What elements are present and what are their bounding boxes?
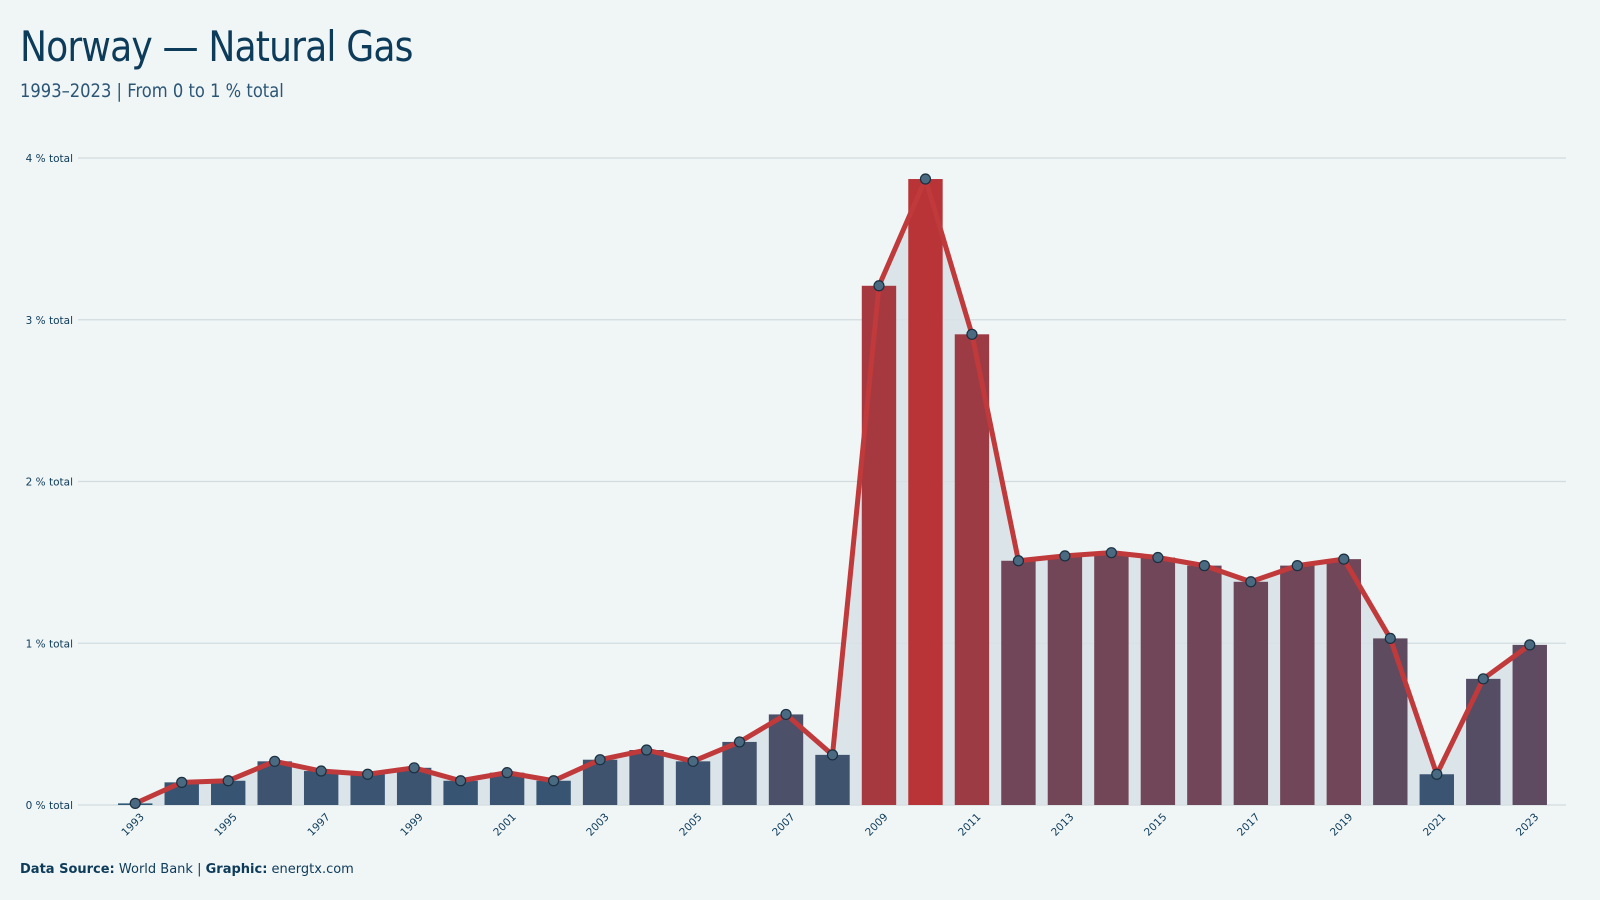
bar-2007 bbox=[768, 714, 804, 805]
bar-2010 bbox=[908, 179, 943, 806]
bar-2019 bbox=[1326, 559, 1362, 805]
point-2007 bbox=[780, 708, 792, 721]
bar-2014 bbox=[1094, 552, 1129, 805]
area-fill bbox=[135, 179, 1530, 806]
point-2003 bbox=[594, 754, 606, 766]
point-2015 bbox=[1152, 551, 1164, 564]
point-2021 bbox=[1431, 768, 1443, 780]
x-tick-label: 2007 bbox=[770, 811, 797, 838]
area-shape bbox=[135, 179, 1530, 806]
point-1995 bbox=[222, 775, 234, 787]
bar-2009 bbox=[861, 285, 897, 806]
point-2008 bbox=[826, 749, 839, 761]
x-tick-label: 2011 bbox=[956, 811, 983, 838]
points bbox=[129, 173, 1536, 809]
point-2012 bbox=[1012, 555, 1025, 567]
x-tick-label: 2017 bbox=[1235, 811, 1262, 838]
footer: Data Source: World Bank | Graphic: energ… bbox=[20, 862, 354, 877]
point-2018 bbox=[1291, 560, 1303, 572]
x-tick-label: 2021 bbox=[1421, 811, 1448, 838]
y-tick-label: 0 % total bbox=[26, 800, 73, 812]
x-tick-label: 2013 bbox=[1049, 811, 1076, 838]
point-2002 bbox=[547, 775, 560, 787]
bar-2015 bbox=[1140, 557, 1176, 805]
bar-2013 bbox=[1047, 555, 1083, 805]
y-tick-label: 3 % total bbox=[26, 315, 73, 327]
point-2011 bbox=[966, 328, 978, 340]
bar-2017 bbox=[1233, 581, 1269, 805]
bar-2004 bbox=[629, 750, 664, 805]
source-label: Data Source: bbox=[20, 862, 115, 877]
bar-2020 bbox=[1373, 638, 1408, 805]
x-tick-label: 1993 bbox=[119, 811, 146, 838]
bar-2011 bbox=[954, 334, 990, 805]
bar-2006 bbox=[722, 741, 757, 805]
x-tick-label: 1995 bbox=[212, 811, 239, 838]
point-2016 bbox=[1198, 560, 1210, 572]
point-1996 bbox=[269, 755, 281, 767]
graphic-value: energtx.com bbox=[271, 862, 354, 877]
point-1993 bbox=[129, 797, 141, 809]
bar-2008 bbox=[815, 754, 850, 805]
bar-2005 bbox=[675, 761, 711, 805]
x-tick-label: 2005 bbox=[677, 811, 704, 838]
point-1997 bbox=[315, 765, 327, 777]
x-tick-label: 2019 bbox=[1328, 811, 1355, 838]
point-2010 bbox=[919, 173, 932, 185]
bar-1999 bbox=[396, 767, 432, 805]
bar-2023 bbox=[1512, 644, 1547, 805]
x-tick-label: 2009 bbox=[863, 811, 890, 838]
point-2017 bbox=[1245, 576, 1257, 588]
point-2004 bbox=[640, 744, 653, 756]
point-2022 bbox=[1477, 673, 1489, 685]
graphic-label: Graphic: bbox=[205, 862, 268, 877]
x-tick-label: 2015 bbox=[1142, 811, 1169, 838]
point-1998 bbox=[362, 768, 374, 780]
point-2009 bbox=[873, 280, 885, 292]
x-tick-label: 2001 bbox=[491, 811, 518, 838]
point-2013 bbox=[1059, 550, 1071, 562]
bar-2016 bbox=[1187, 565, 1222, 805]
bar-2018 bbox=[1280, 565, 1315, 805]
bar-2012 bbox=[1001, 560, 1036, 805]
chart-title: Norway — Natural Gas bbox=[20, 22, 413, 71]
bars bbox=[118, 179, 1547, 806]
x-tick-label: 2003 bbox=[584, 811, 611, 838]
bar-1997 bbox=[303, 771, 339, 805]
x-tick-label: 1997 bbox=[305, 811, 332, 838]
x-tick-label: 2023 bbox=[1514, 811, 1541, 838]
point-2023 bbox=[1524, 639, 1536, 651]
y-tick-label: 1 % total bbox=[26, 638, 73, 650]
point-1999 bbox=[408, 762, 420, 774]
point-2014 bbox=[1105, 547, 1118, 559]
y-tick-label: 4 % total bbox=[26, 153, 73, 165]
y-tick-label: 2 % total bbox=[26, 477, 73, 489]
point-2005 bbox=[687, 755, 699, 767]
bar-2022 bbox=[1466, 678, 1501, 805]
point-1994 bbox=[176, 776, 188, 788]
x-axis-labels: 1993 1995 1997 1999 2001 2003 2005 2007 2009 2011… bbox=[119, 811, 1541, 838]
footer-separator: | bbox=[197, 862, 202, 877]
source-value: World Bank bbox=[118, 862, 193, 877]
point-2019 bbox=[1338, 553, 1350, 565]
point-2006 bbox=[733, 736, 746, 748]
point-2020 bbox=[1384, 632, 1396, 644]
point-2001 bbox=[501, 767, 513, 779]
chart-subtitle: 1993–2023 | From 0 to 1 % total bbox=[20, 80, 284, 102]
point-2000 bbox=[455, 775, 467, 787]
x-tick-label: 1999 bbox=[398, 811, 425, 838]
y-axis-labels: 0 % total 1 % total 2 % total 3 % total 4 % … bbox=[26, 153, 73, 812]
